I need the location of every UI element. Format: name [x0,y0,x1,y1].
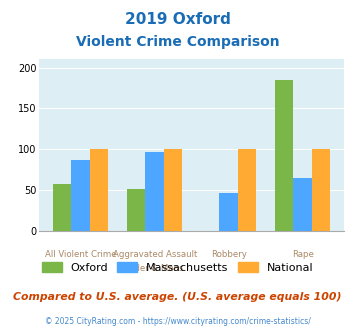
Bar [90,149,108,231]
Text: Murder & Mans...: Murder & Mans... [118,264,191,273]
Text: Aggravated Assault: Aggravated Assault [113,250,197,259]
Text: 2019 Oxford: 2019 Oxford [125,12,230,26]
Bar [146,152,164,231]
Bar [219,193,238,231]
Text: Compared to U.S. average. (U.S. average equals 100): Compared to U.S. average. (U.S. average … [13,292,342,302]
Bar [53,184,71,231]
Bar [294,178,312,231]
Bar [312,149,331,231]
Bar [164,149,182,231]
Text: Rape: Rape [292,250,314,259]
Bar [71,160,90,231]
Bar [275,80,294,231]
Text: © 2025 CityRating.com - https://www.cityrating.com/crime-statistics/: © 2025 CityRating.com - https://www.city… [45,317,310,326]
Text: Violent Crime Comparison: Violent Crime Comparison [76,35,279,49]
Bar [238,149,256,231]
Legend: Oxford, Massachusetts, National: Oxford, Massachusetts, National [38,258,317,278]
Bar [127,188,146,231]
Text: All Violent Crime: All Violent Crime [45,250,116,259]
Text: Robbery: Robbery [211,250,247,259]
